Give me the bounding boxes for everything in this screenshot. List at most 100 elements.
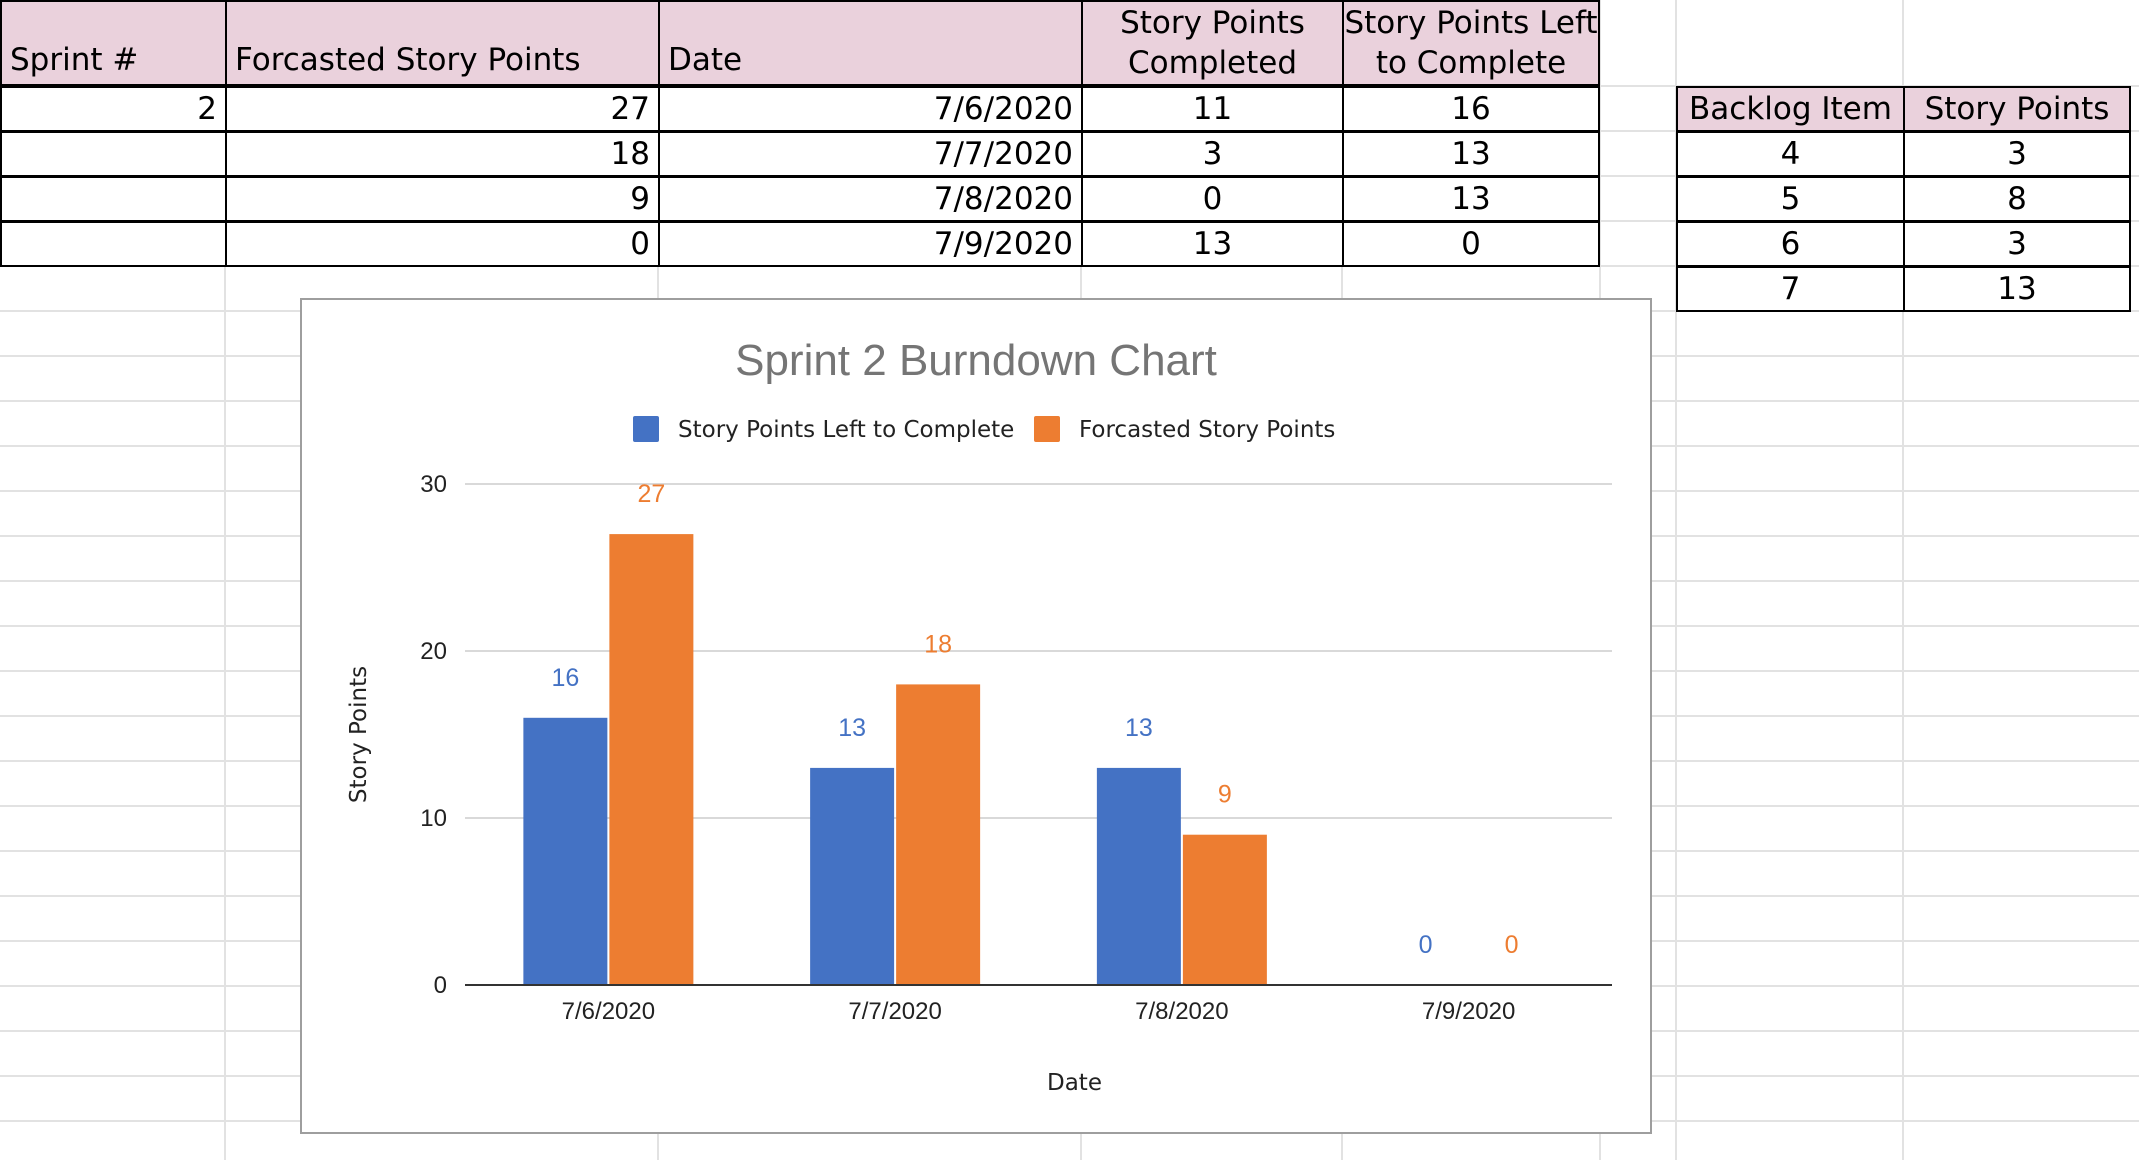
cell-date-text: 7/6/2020 <box>933 90 1073 127</box>
cell-left-text: 0 <box>1461 225 1481 262</box>
bar[interactable] <box>1182 834 1267 985</box>
cell-date-text: 7/9/2020 <box>933 225 1073 262</box>
cell-forecast-text: 9 <box>630 180 650 217</box>
cell-completed-text: 3 <box>1202 135 1223 172</box>
cell-forecast-text: 18 <box>610 135 650 172</box>
cell-forecast[interactable]: 9 <box>225 176 660 222</box>
backlog-item-cell-text: 6 <box>1780 225 1801 262</box>
cell-forecast-text: 0 <box>630 225 650 262</box>
data-label: 9 <box>1218 781 1232 809</box>
cell-left[interactable]: 13 <box>1342 176 1600 222</box>
backlog-item-cell[interactable]: 6 <box>1676 221 1905 267</box>
cell-left[interactable]: 0 <box>1342 221 1600 267</box>
burndown-chart[interactable]: Sprint 2 Burndown Chart Story Points Left… <box>300 298 1652 1134</box>
cell-date-text: 7/7/2020 <box>933 135 1073 172</box>
x-axis-title: Date <box>1047 1070 1102 1096</box>
cell-completed[interactable]: 11 <box>1081 86 1344 132</box>
backlog-points-cell[interactable]: 8 <box>1903 176 2131 222</box>
legend-swatch <box>633 416 659 442</box>
header-left[interactable]: Story Points Left to Complete <box>1342 0 1600 86</box>
y-tick-label: 20 <box>420 638 447 665</box>
cell-sprint[interactable] <box>0 221 227 267</box>
y-tick-label: 0 <box>434 972 447 999</box>
x-tick-label: 7/6/2020 <box>562 998 655 1025</box>
header-sprint[interactable]: Sprint # <box>0 0 227 86</box>
backlog-points-cell-text: 3 <box>2007 225 2027 262</box>
cell-date[interactable]: 7/6/2020 <box>658 86 1083 132</box>
cell-left[interactable]: 16 <box>1342 86 1600 132</box>
cell-sprint-text: 2 <box>197 90 217 127</box>
cell-sprint[interactable]: 2 <box>0 86 227 132</box>
cell-date-text: 7/8/2020 <box>933 180 1073 217</box>
chart-canvas: Sprint 2 Burndown Chart Story Points Left… <box>346 336 1612 1096</box>
backlog-points-cell[interactable]: 13 <box>1903 266 2131 312</box>
cell-left-text: 16 <box>1451 90 1491 127</box>
backlog-item-cell[interactable]: 4 <box>1676 131 1905 177</box>
bar[interactable] <box>523 717 608 985</box>
cell-left-text: 13 <box>1451 180 1491 217</box>
header-left-line2: to Complete <box>1375 45 1567 81</box>
header-completed-line1: Story Points <box>1120 4 1305 41</box>
cell-completed[interactable]: 0 <box>1081 176 1344 222</box>
x-tick-label: 7/7/2020 <box>848 998 941 1025</box>
y-tick-label: 10 <box>420 805 447 832</box>
data-label: 13 <box>1125 714 1153 742</box>
cell-left-text: 13 <box>1451 135 1491 172</box>
header-backlog-item-text: Backlog Item <box>1689 90 1892 127</box>
bar[interactable] <box>810 767 895 985</box>
bar[interactable] <box>896 684 981 985</box>
header-forecast[interactable]: Forcasted Story Points <box>225 0 660 86</box>
header-forecast-text: Forcasted Story Points <box>235 41 581 78</box>
header-backlog-item[interactable]: Backlog Item <box>1676 86 1905 132</box>
backlog-item-cell[interactable]: 7 <box>1676 266 1905 312</box>
header-completed[interactable]: Story Points Completed <box>1081 0 1344 86</box>
backlog-points-cell-text: 8 <box>2007 180 2027 217</box>
backlog-points-cell-text: 13 <box>1997 270 2037 307</box>
cell-completed-text: 13 <box>1192 225 1233 262</box>
backlog-item-cell[interactable]: 5 <box>1676 176 1905 222</box>
backlog-item-cell-text: 4 <box>1780 135 1801 172</box>
header-date-text: Date <box>668 41 743 78</box>
data-label: 16 <box>551 664 579 692</box>
backlog-item-cell-text: 7 <box>1780 270 1801 307</box>
y-axis-title: Story Points <box>346 666 372 803</box>
cell-completed[interactable]: 13 <box>1081 221 1344 267</box>
chart-title: Sprint 2 Burndown Chart <box>735 336 1217 385</box>
header-completed-line2: Completed <box>1127 45 1298 81</box>
cell-sprint[interactable] <box>0 131 227 177</box>
data-label: 13 <box>838 714 866 742</box>
legend-label: Story Points Left to Complete <box>678 417 1014 443</box>
x-tick-label: 7/8/2020 <box>1135 998 1228 1025</box>
header-left-line1: Story Points Left <box>1344 4 1598 41</box>
y-tick-label: 30 <box>420 471 447 498</box>
data-label: 0 <box>1505 931 1519 959</box>
data-label: 18 <box>924 630 952 658</box>
cell-date[interactable]: 7/7/2020 <box>658 131 1083 177</box>
cell-forecast[interactable]: 27 <box>225 86 660 132</box>
backlog-points-cell[interactable]: 3 <box>1903 221 2131 267</box>
cell-forecast-text: 27 <box>610 90 650 127</box>
cell-sprint[interactable] <box>0 176 227 222</box>
cell-date[interactable]: 7/9/2020 <box>658 221 1083 267</box>
data-label: 0 <box>1419 931 1433 959</box>
cell-forecast[interactable]: 18 <box>225 131 660 177</box>
bar[interactable] <box>1096 767 1181 985</box>
cell-forecast[interactable]: 0 <box>225 221 660 267</box>
legend-swatch <box>1034 416 1060 442</box>
header-sprint-text: Sprint # <box>10 41 139 78</box>
backlog-item-cell-text: 5 <box>1780 180 1801 217</box>
x-tick-label: 7/9/2020 <box>1422 998 1515 1025</box>
legend-label: Forcasted Story Points <box>1079 417 1335 443</box>
cell-completed-text: 0 <box>1202 180 1223 217</box>
cell-completed-text: 11 <box>1192 90 1233 127</box>
backlog-points-cell[interactable]: 3 <box>1903 131 2131 177</box>
data-label: 27 <box>637 480 665 508</box>
header-date[interactable]: Date <box>658 0 1083 86</box>
header-backlog-points-text: Story Points <box>1924 90 2110 127</box>
cell-date[interactable]: 7/8/2020 <box>658 176 1083 222</box>
header-backlog-points[interactable]: Story Points <box>1903 86 2131 132</box>
cell-completed[interactable]: 3 <box>1081 131 1344 177</box>
bar[interactable] <box>609 534 694 985</box>
cell-left[interactable]: 13 <box>1342 131 1600 177</box>
backlog-points-cell-text: 3 <box>2007 135 2027 172</box>
